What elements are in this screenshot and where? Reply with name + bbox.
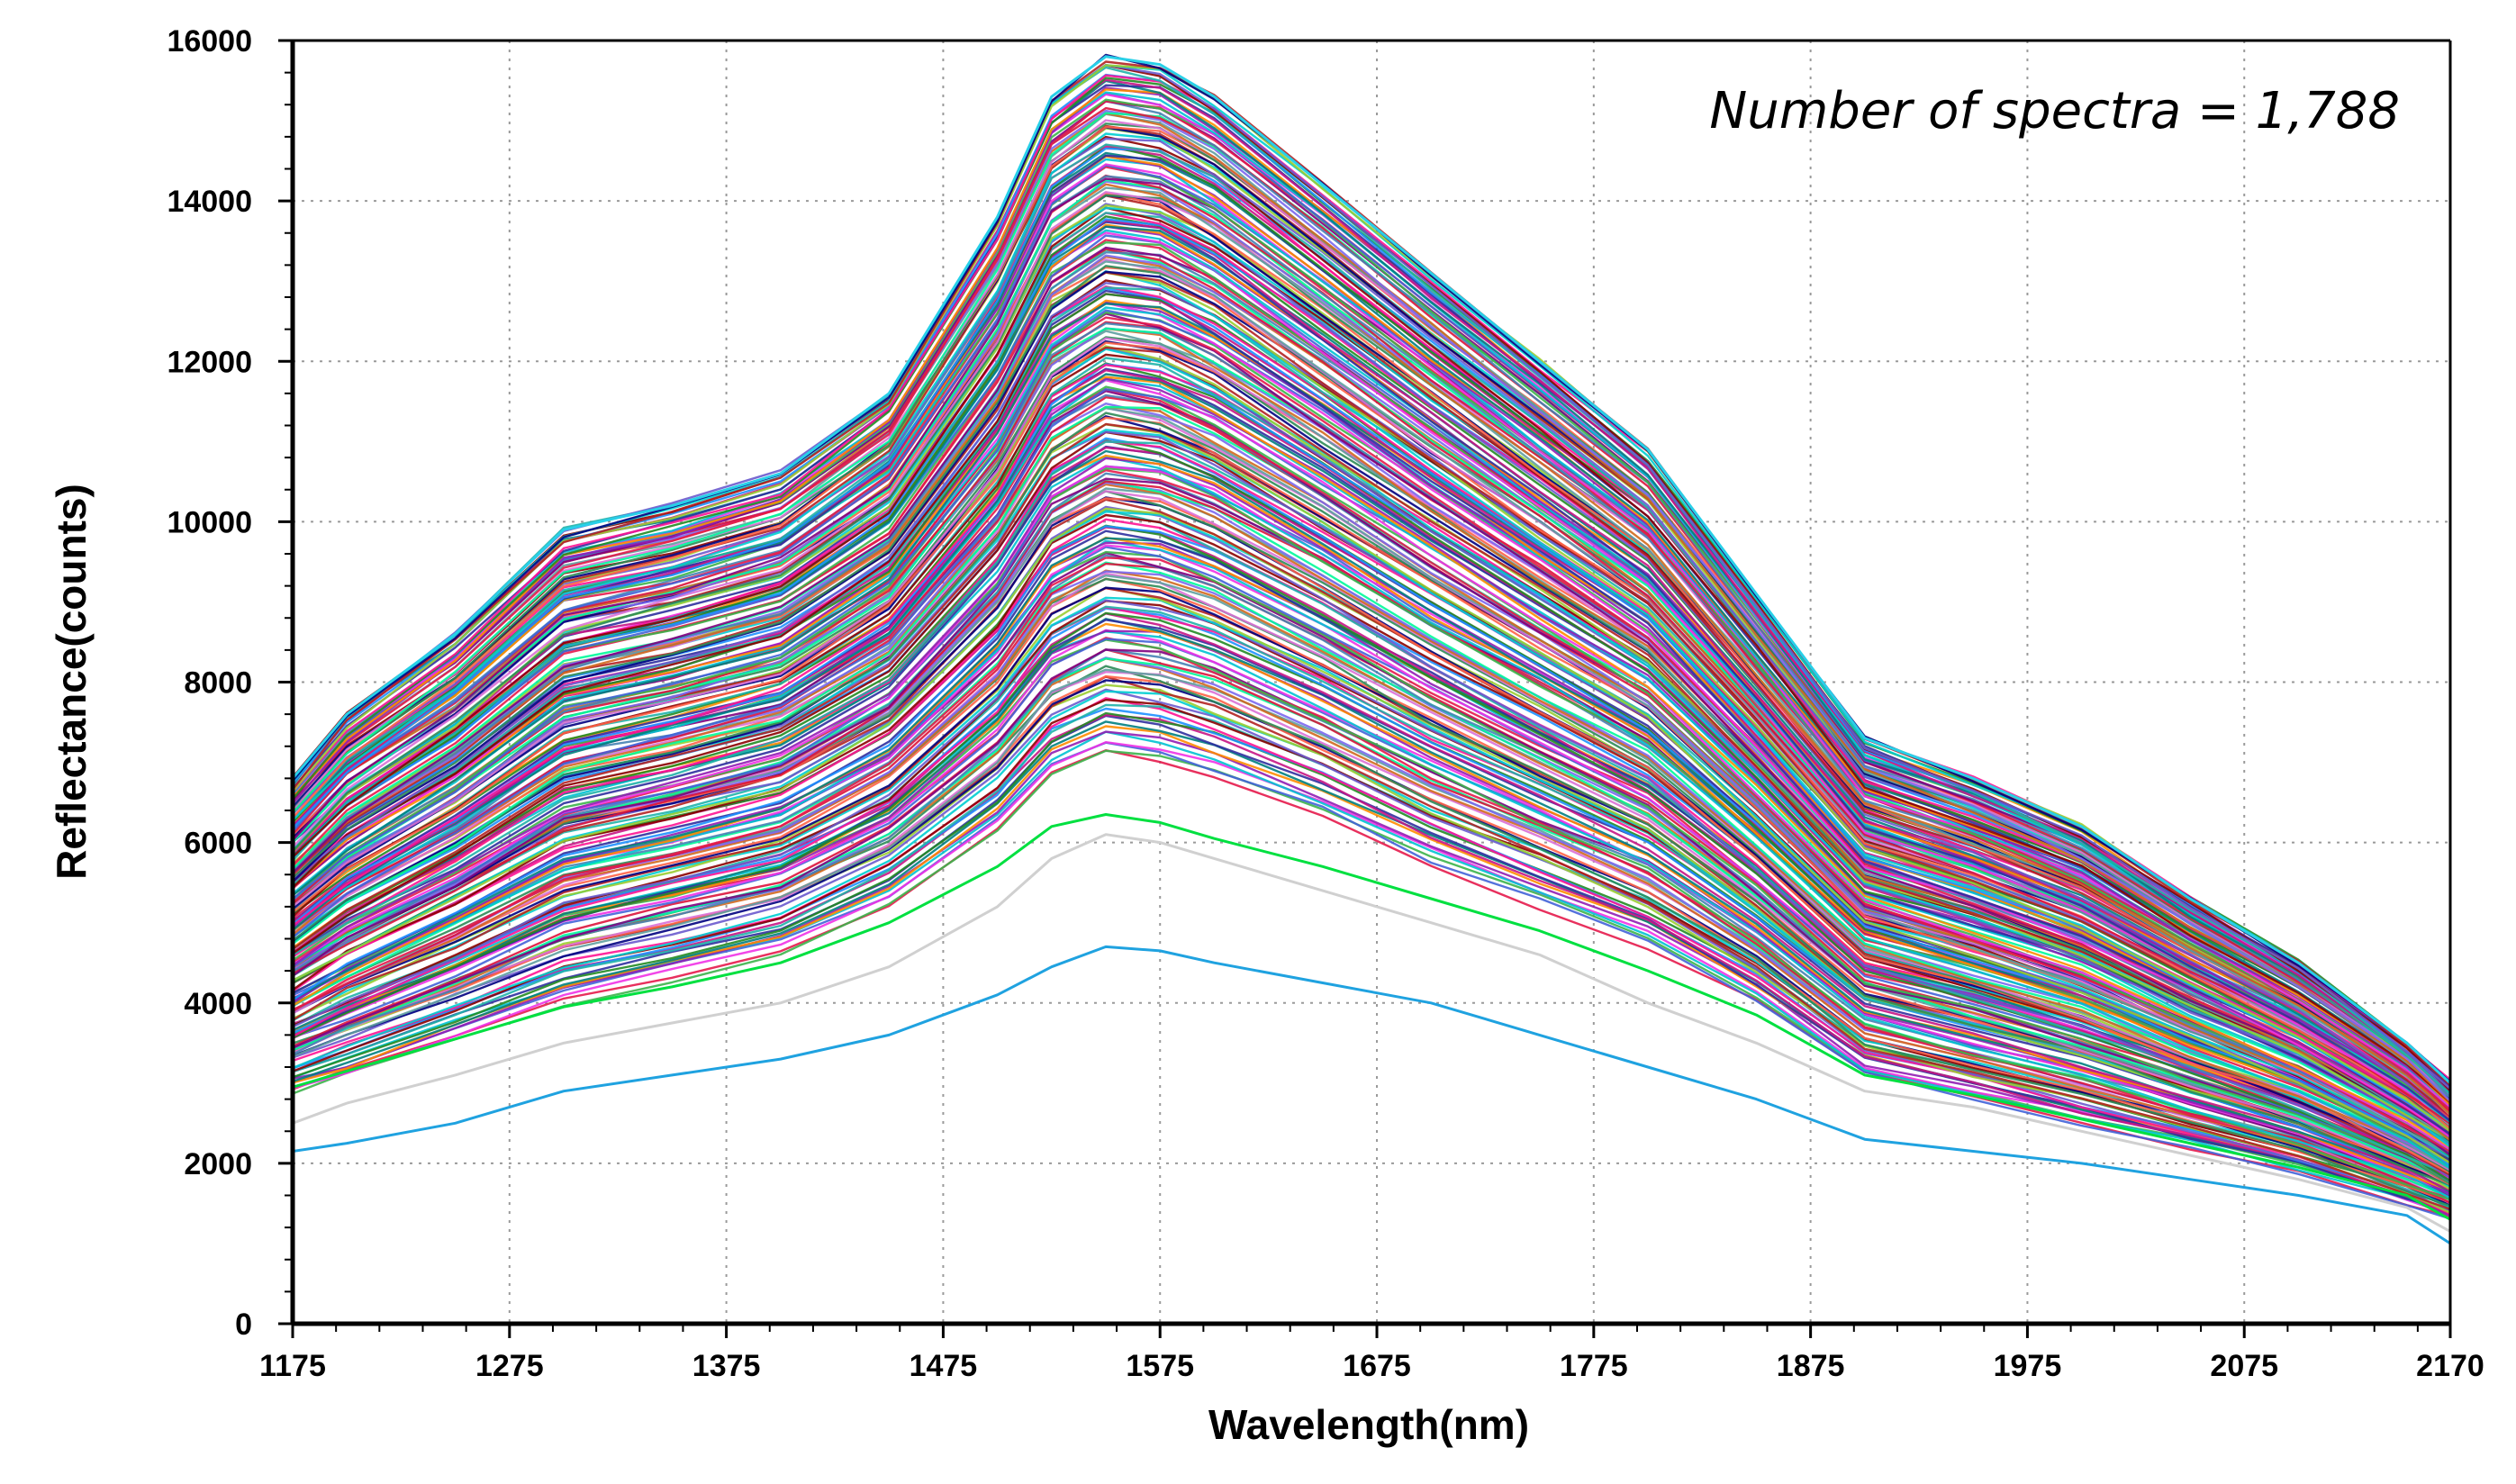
spectrum-line xyxy=(293,63,2450,1090)
x-tick-label: 1675 xyxy=(1343,1349,1411,1383)
spectrum-line xyxy=(293,79,2450,1094)
spectrum-line xyxy=(293,88,2450,1085)
spectrum-line xyxy=(293,509,2450,1176)
x-tick-label: 1875 xyxy=(1777,1349,1845,1383)
spectrum-line xyxy=(293,629,2450,1193)
spectrum-line xyxy=(293,638,2450,1201)
spectrum-line xyxy=(293,467,2450,1168)
spectrum-line xyxy=(293,586,2450,1190)
x-axis-title: Wavelength(nm) xyxy=(1208,1401,1529,1448)
spectrum-line xyxy=(293,109,2450,1102)
spectrum-line xyxy=(293,697,2450,1215)
spectra-bundle xyxy=(293,53,2450,1220)
spectrum-line xyxy=(293,630,2450,1199)
spectrum-line xyxy=(293,91,2450,1093)
spectrum-line xyxy=(293,713,2450,1216)
spectrum-line xyxy=(293,699,2450,1206)
x-tick-label: 1275 xyxy=(475,1349,544,1383)
spectrum-line xyxy=(293,479,2450,1167)
y-axis-ticks: 0 2000 4000 6000 8000 10000 12000 14000 16000 xyxy=(167,24,293,1342)
spectrum-line xyxy=(293,271,2450,1127)
spectrum-line xyxy=(293,135,2450,1104)
x-axis-ticks: 1175 1275 1375 1475 1575 1675 1775 1875 1975 2075… xyxy=(259,1324,2484,1383)
spectrum-line xyxy=(293,113,2450,1099)
spectrum-line xyxy=(293,539,2450,1175)
y-tick-label: 12000 xyxy=(167,345,252,379)
spectrum-line xyxy=(293,813,2450,1221)
spectrum-line xyxy=(293,688,2450,1214)
y-tick-label: 8000 xyxy=(184,666,252,701)
spectrum-line xyxy=(293,164,2450,1107)
spectrum-line xyxy=(293,126,2450,1100)
spectrum-line xyxy=(293,112,2450,1103)
x-tick-label: 1475 xyxy=(910,1349,978,1383)
x-tick-label: 1975 xyxy=(1994,1349,2062,1383)
spectrum-line xyxy=(293,561,2450,1184)
y-tick-label: 6000 xyxy=(184,827,252,861)
x-tick-label: 2075 xyxy=(2210,1349,2278,1383)
spectrum-line xyxy=(293,289,2450,1136)
spectrum-line xyxy=(293,720,2450,1215)
y-tick-label: 16000 xyxy=(167,24,252,59)
spectrum-line xyxy=(293,524,2450,1182)
spectrum-line xyxy=(293,327,2450,1137)
spectrum-line xyxy=(293,833,2450,1233)
spectrum-line xyxy=(293,749,2450,1217)
spectrum-line xyxy=(293,403,2450,1152)
spectrum-line xyxy=(293,336,2450,1136)
spectrum-line xyxy=(293,554,2450,1185)
spectra-count-annotation: Number of spectra = 1,788 xyxy=(1709,82,2400,140)
x-tick-label: 1575 xyxy=(1126,1349,1194,1383)
spectrum-line xyxy=(293,671,2450,1205)
spectrum-line xyxy=(293,648,2450,1204)
y-tick-label: 14000 xyxy=(167,185,252,219)
y-tick-label: 4000 xyxy=(184,987,252,1021)
y-tick-label: 0 xyxy=(235,1308,252,1342)
x-tick-label: 1775 xyxy=(1560,1349,1628,1383)
y-axis-title: Reflectance(counts) xyxy=(48,484,95,880)
x-tick-label: 1375 xyxy=(692,1349,761,1383)
spectrum-line xyxy=(293,55,2450,1084)
spectrum-line xyxy=(293,219,2450,1118)
spectrum-line xyxy=(293,622,2450,1192)
spectrum-line xyxy=(293,945,2450,1245)
y-tick-label: 2000 xyxy=(184,1147,252,1181)
spectrum-line xyxy=(293,406,2450,1153)
spectrum-line xyxy=(293,221,2450,1122)
spectrum-line xyxy=(293,174,2450,1113)
axes xyxy=(290,39,2452,1326)
highlighted-spectra xyxy=(293,813,2450,1245)
spectrum-line xyxy=(293,119,2450,1098)
x-tick-label: 1175 xyxy=(259,1349,326,1383)
x-tick-label: 2170 xyxy=(2416,1349,2484,1383)
y-tick-label: 10000 xyxy=(167,505,252,539)
spectrum-line xyxy=(293,100,2450,1099)
